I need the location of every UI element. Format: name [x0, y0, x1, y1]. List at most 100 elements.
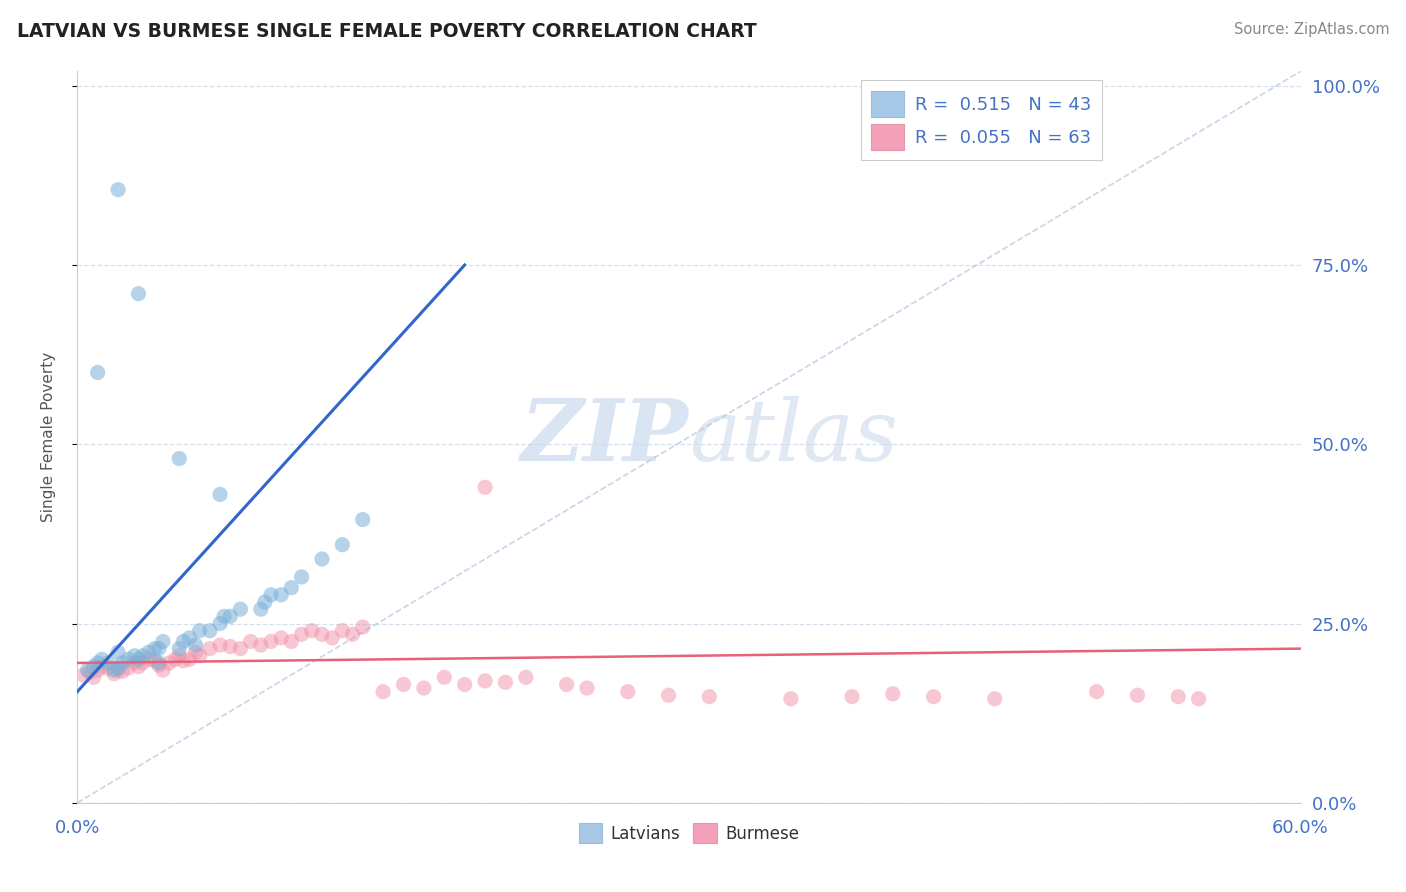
Point	[253, 595, 276, 609]
Point	[290, 627, 312, 641]
Point	[188, 624, 211, 638]
Point	[1167, 690, 1189, 704]
Point	[260, 588, 283, 602]
Point	[131, 648, 153, 663]
Point	[208, 487, 231, 501]
Point	[352, 620, 374, 634]
Point	[169, 641, 191, 656]
Point	[107, 183, 129, 197]
Point	[152, 663, 174, 677]
Point	[172, 654, 194, 668]
Point	[290, 570, 312, 584]
Point	[83, 670, 105, 684]
Point	[169, 648, 191, 663]
Point	[219, 609, 242, 624]
Point	[107, 661, 129, 675]
Point	[131, 656, 153, 670]
Point	[270, 631, 292, 645]
Point	[107, 663, 129, 677]
Point	[179, 631, 201, 645]
Point	[127, 286, 149, 301]
Point	[79, 665, 101, 680]
Point	[212, 609, 235, 624]
Point	[239, 634, 262, 648]
Point	[882, 687, 904, 701]
Point	[1187, 691, 1209, 706]
Point	[321, 631, 343, 645]
Point	[184, 645, 207, 659]
Point	[433, 670, 456, 684]
Point	[280, 581, 302, 595]
Point	[83, 659, 105, 673]
Point	[152, 634, 174, 648]
Point	[87, 663, 110, 677]
Point	[124, 656, 146, 670]
Point	[229, 602, 252, 616]
Text: ZIP: ZIP	[522, 395, 689, 479]
Point	[371, 684, 394, 698]
Text: Source: ZipAtlas.com: Source: ZipAtlas.com	[1233, 22, 1389, 37]
Point	[311, 552, 333, 566]
Point	[172, 634, 194, 648]
Text: LATVIAN VS BURMESE SINGLE FEMALE POVERTY CORRELATION CHART: LATVIAN VS BURMESE SINGLE FEMALE POVERTY…	[17, 22, 756, 41]
Point	[779, 691, 801, 706]
Point	[219, 640, 242, 654]
Point	[1085, 684, 1108, 698]
Point	[208, 616, 231, 631]
Point	[260, 634, 283, 648]
Point	[270, 588, 292, 602]
Legend: Latvians, Burmese: Latvians, Burmese	[572, 817, 806, 849]
Point	[184, 638, 207, 652]
Point	[157, 656, 180, 670]
Point	[143, 641, 166, 656]
Point	[165, 652, 187, 666]
Point	[97, 656, 120, 670]
Point	[111, 665, 134, 679]
Point	[332, 538, 354, 552]
Point	[103, 666, 125, 681]
Point	[922, 690, 945, 704]
Point	[97, 661, 120, 675]
Point	[617, 684, 640, 698]
Point	[413, 681, 436, 695]
Point	[699, 690, 721, 704]
Point	[103, 663, 125, 677]
Point	[555, 677, 578, 691]
Point	[148, 658, 170, 673]
Point	[72, 668, 94, 682]
Point	[90, 659, 112, 673]
Point	[311, 627, 333, 641]
Point	[107, 645, 129, 659]
Point	[124, 648, 146, 663]
Point	[515, 670, 537, 684]
Point	[76, 663, 98, 677]
Point	[1126, 688, 1149, 702]
Point	[143, 654, 166, 668]
Point	[392, 677, 415, 691]
Point	[229, 641, 252, 656]
Point	[658, 688, 681, 702]
Point	[841, 690, 863, 704]
Point	[198, 641, 221, 656]
Point	[198, 624, 221, 638]
Point	[342, 627, 364, 641]
Point	[474, 480, 496, 494]
Point	[148, 656, 170, 670]
Point	[87, 366, 110, 380]
Point	[111, 656, 134, 670]
Point	[984, 691, 1007, 706]
Point	[250, 602, 273, 616]
Point	[117, 652, 139, 666]
Point	[169, 451, 191, 466]
Y-axis label: Single Female Poverty: Single Female Poverty	[42, 352, 56, 522]
Point	[188, 648, 211, 663]
Point	[138, 652, 160, 666]
Point	[352, 512, 374, 526]
Point	[301, 624, 323, 638]
Point	[332, 624, 354, 638]
Point	[208, 638, 231, 652]
Point	[90, 652, 112, 666]
Point	[138, 645, 160, 659]
Point	[127, 659, 149, 673]
Point	[250, 638, 273, 652]
